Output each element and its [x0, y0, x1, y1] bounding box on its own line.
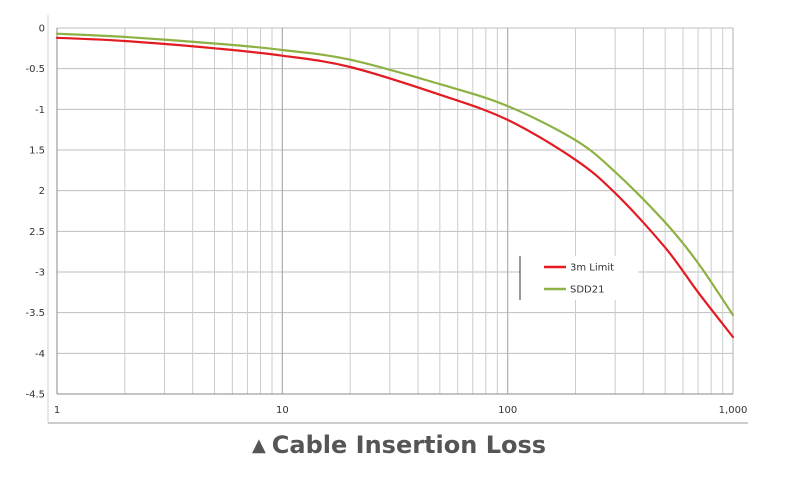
legend-box — [520, 256, 638, 300]
y-tick-label: -3 — [35, 268, 45, 279]
triangle-up-icon: ▲ — [251, 435, 266, 456]
caption-text: Cable Insertion Loss — [271, 431, 547, 459]
tick-labels: 0 -0.5 -1 1.5 2 2.5 -3 -3.5 -4 -4.5 1 10 100 1,000 — [25, 24, 747, 417]
y-tick-label: 2.5 — [29, 227, 45, 238]
y-tick-label: -1 — [35, 105, 45, 116]
series-line-3m-limit — [55, 36, 735, 339]
legend-label: SDD21 — [570, 285, 604, 296]
y-tick-label: 1.5 — [29, 146, 45, 157]
y-tick-label: 2 — [39, 186, 45, 197]
y-tick-label: -4.5 — [25, 390, 45, 401]
axes — [47, 15, 748, 424]
legend-label: 3m Limit — [570, 263, 614, 274]
x-tick-label: 1,000 — [719, 405, 748, 416]
x-tick-label: 1 — [54, 405, 60, 416]
y-tick-label: -0.5 — [25, 64, 45, 75]
chart-caption: ▲ Cable Insertion Loss — [0, 431, 798, 459]
y-tick-label: 0 — [39, 24, 45, 35]
legend: 3m Limit SDD21 — [519, 256, 638, 300]
y-tick-label: -4 — [35, 349, 45, 360]
x-tick-label: 10 — [276, 405, 289, 416]
series-line-sdd21 — [55, 32, 735, 317]
data-series — [55, 32, 735, 339]
x-tick-label: 100 — [498, 405, 517, 416]
y-tick-label: -3.5 — [25, 308, 45, 319]
